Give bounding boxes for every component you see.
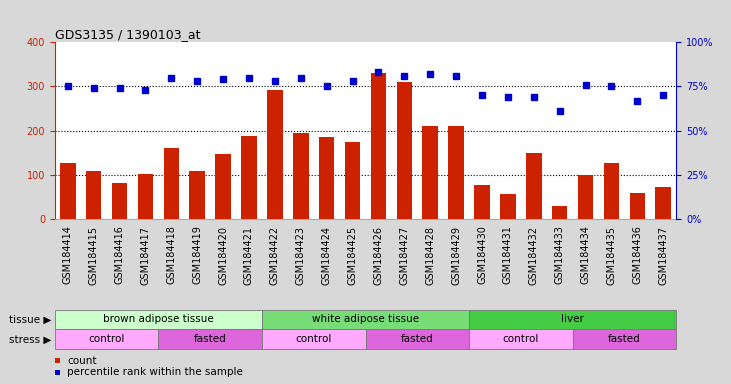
- Text: control: control: [503, 334, 539, 344]
- Text: tissue ▶: tissue ▶: [9, 314, 51, 324]
- Bar: [189, 170, 205, 219]
- Bar: [396, 82, 412, 219]
- Text: fasted: fasted: [608, 334, 641, 344]
- Bar: [293, 133, 308, 219]
- Bar: [137, 174, 154, 219]
- Bar: [216, 154, 231, 219]
- Text: control: control: [88, 334, 125, 344]
- Text: brown adipose tissue: brown adipose tissue: [103, 314, 213, 324]
- Bar: [371, 73, 386, 219]
- Bar: [552, 206, 567, 219]
- Text: percentile rank within the sample: percentile rank within the sample: [67, 367, 243, 377]
- Text: control: control: [295, 334, 332, 344]
- Bar: [112, 183, 127, 219]
- Bar: [423, 126, 438, 219]
- Text: stress ▶: stress ▶: [9, 334, 51, 344]
- Text: GDS3135 / 1390103_at: GDS3135 / 1390103_at: [55, 28, 200, 41]
- Text: white adipose tissue: white adipose tissue: [312, 314, 419, 324]
- Bar: [267, 90, 283, 219]
- Bar: [345, 142, 360, 219]
- Text: count: count: [67, 356, 96, 366]
- Bar: [526, 153, 542, 219]
- Bar: [629, 193, 645, 219]
- Bar: [577, 175, 594, 219]
- Bar: [60, 162, 75, 219]
- Bar: [604, 162, 619, 219]
- Bar: [319, 137, 334, 219]
- Text: fasted: fasted: [194, 334, 227, 344]
- Bar: [656, 187, 671, 219]
- Bar: [241, 136, 257, 219]
- Bar: [474, 185, 490, 219]
- Bar: [164, 147, 179, 219]
- Text: fasted: fasted: [401, 334, 433, 344]
- Bar: [86, 170, 102, 219]
- Bar: [500, 194, 515, 219]
- Text: liver: liver: [561, 314, 584, 324]
- Bar: [448, 126, 464, 219]
